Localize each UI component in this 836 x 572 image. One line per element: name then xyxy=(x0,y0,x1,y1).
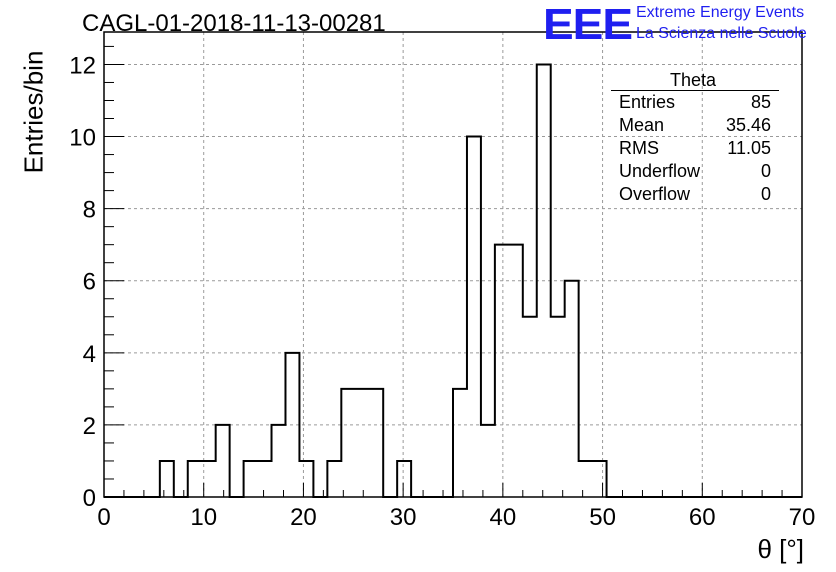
x-axis-ticks: 0 10 20 30 40 50 60 70 xyxy=(97,483,815,531)
stats-row-mean: Mean 35.46 xyxy=(611,114,779,137)
y-axis-label: Entries/bin xyxy=(18,50,49,174)
stats-value: 35.46 xyxy=(725,115,771,135)
x-tick-label: 20 xyxy=(290,504,317,531)
y-tick-label: 12 xyxy=(69,52,96,79)
y-tick-label: 2 xyxy=(83,413,96,440)
stats-row-rms: RMS 11.05 xyxy=(611,137,779,160)
y-axis-ticks: 0 2 4 6 8 10 12 xyxy=(69,45,124,512)
stats-title: Theta xyxy=(611,70,779,91)
x-tick-label: 10 xyxy=(190,504,217,531)
stats-label: Overflow xyxy=(619,184,691,204)
chart-title: CAGL-01-2018-11-13-00281 xyxy=(82,10,386,37)
stats-label: Underflow xyxy=(619,161,701,181)
x-tick-label: 70 xyxy=(789,504,816,531)
y-tick-label: 6 xyxy=(83,269,96,296)
histogram-bin xyxy=(467,137,481,497)
stats-row-overflow: Overflow 0 xyxy=(611,183,779,206)
histogram-bin xyxy=(551,317,565,497)
x-tick-label: 60 xyxy=(689,504,716,531)
histogram-bin xyxy=(369,389,383,497)
logo-line-2: La Scienza nelle Scuole xyxy=(636,25,807,42)
eee-logo: EEE xyxy=(543,0,633,49)
x-axis-label: θ [°] xyxy=(757,534,804,564)
histogram-bin xyxy=(341,389,355,497)
histogram-bin xyxy=(327,461,341,497)
histogram-bin xyxy=(593,461,607,497)
histogram-bin xyxy=(355,389,369,497)
y-tick-label: 4 xyxy=(83,341,96,368)
histogram-bin xyxy=(523,317,537,497)
histogram-bin xyxy=(509,245,523,497)
histogram-bin xyxy=(258,461,272,497)
histogram-bin xyxy=(565,281,579,497)
histogram-bin xyxy=(495,245,509,497)
stats-label: Entries xyxy=(619,92,676,112)
y-tick-label: 0 xyxy=(83,485,96,512)
stats-row-entries: Entries 85 xyxy=(611,91,779,114)
axes-box xyxy=(103,31,803,498)
histogram-bin xyxy=(397,461,411,497)
stats-box: Theta Entries 85 Mean 35.46 RMS 11.05 Un… xyxy=(611,70,779,206)
histogram-bin xyxy=(216,425,230,497)
stats-label: Mean xyxy=(619,115,665,135)
plot-frame xyxy=(103,31,803,498)
histogram-bin xyxy=(188,461,202,497)
histogram-bin xyxy=(453,389,467,497)
stats-value: 0 xyxy=(760,184,771,204)
stats-value: 0 xyxy=(760,161,771,181)
stats-label: RMS xyxy=(619,138,659,158)
logo-line-1: Extreme Energy Events xyxy=(636,4,805,21)
histogram-bin xyxy=(579,461,593,497)
stats-value: 11.05 xyxy=(727,138,771,158)
x-tick-label: 0 xyxy=(97,504,110,531)
x-tick-label: 30 xyxy=(390,504,417,531)
x-tick-label: 40 xyxy=(490,504,517,531)
stats-value: 85 xyxy=(750,92,771,112)
histogram-bin xyxy=(299,461,313,497)
histogram-bin xyxy=(481,425,495,497)
histogram-bin xyxy=(160,461,174,497)
histogram-bin xyxy=(272,425,286,497)
histogram-bin xyxy=(244,461,258,497)
y-tick-label: 10 xyxy=(69,125,96,152)
stats-row-underflow: Underflow 0 xyxy=(611,160,779,183)
x-tick-label: 50 xyxy=(589,504,616,531)
y-tick-label: 8 xyxy=(83,197,96,224)
